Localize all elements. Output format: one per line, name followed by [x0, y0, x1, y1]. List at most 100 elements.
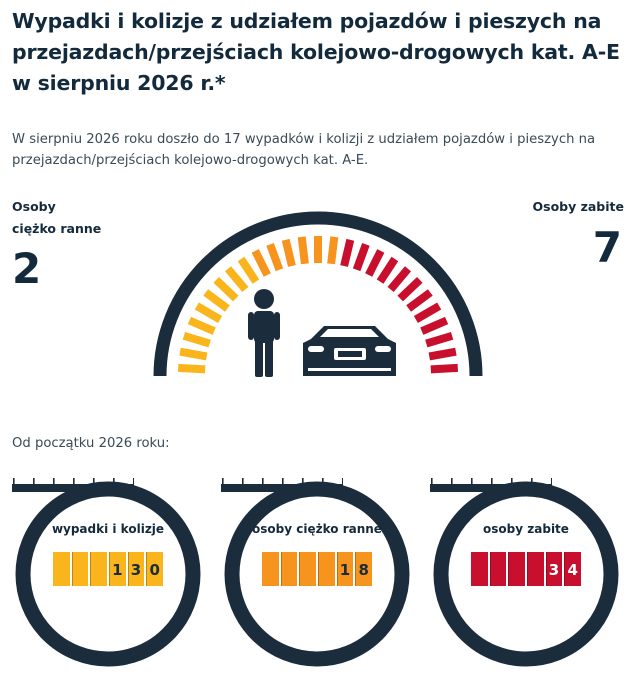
ruler-tick [83, 484, 85, 490]
ruler-tick [451, 478, 453, 486]
intro-text: W sierpniu 2026 roku doszło do 17 wypadk… [12, 132, 596, 168]
ruler-tick [133, 478, 134, 486]
ruler-tick [506, 484, 508, 490]
gauge-tick [397, 276, 423, 302]
gauge-tick [179, 347, 208, 361]
ruler-tick [247, 484, 249, 490]
ruler-tick [262, 478, 264, 486]
odometer-digits: 1 3 0 [53, 552, 164, 586]
ruler-base [12, 484, 134, 492]
ruler-tick [332, 484, 334, 490]
gauge-tick [413, 302, 442, 323]
ruler-tick [237, 484, 239, 490]
since-year-label: Od początku 2026 roku: [12, 436, 170, 451]
ruler-tick [222, 478, 224, 486]
ruler-tick [227, 484, 229, 490]
ruler-tick [456, 484, 458, 490]
ruler-tick [232, 484, 234, 490]
ruler-tick [287, 484, 289, 490]
ruler-tick [436, 484, 438, 490]
gauge-zone-gap [242, 247, 265, 283]
ruler-tick [267, 484, 269, 490]
ruler-tick [516, 484, 518, 490]
ruler-tick [476, 484, 478, 490]
ruler-tick [73, 478, 75, 486]
ruler-tick [48, 484, 50, 490]
counter-label: wypadki i kolizje [51, 522, 165, 536]
ruler-base [221, 484, 343, 492]
gauge-tick [266, 243, 284, 272]
pedestrian-icon [248, 289, 280, 377]
ruler-tick [257, 484, 259, 490]
ruler-tick [461, 484, 463, 490]
gauge-tick [194, 302, 223, 323]
gauge-tick [425, 331, 454, 348]
digit [299, 552, 317, 586]
digit: 1 [109, 552, 126, 586]
digit [262, 552, 279, 586]
digit [318, 552, 335, 586]
gauge-tick [406, 289, 433, 312]
injured-label-line1: Osoby [12, 199, 56, 214]
ruler-tick [43, 484, 45, 490]
gauge-tick [281, 238, 296, 267]
counter-injured: osoby ciężko ranne 1 8 [221, 478, 413, 670]
digit [280, 552, 298, 586]
ruler-tick [108, 484, 110, 490]
ruler-tick [541, 484, 543, 490]
gauge-tick [420, 316, 449, 335]
ruler-tick [481, 484, 483, 490]
ruler-tick [322, 478, 324, 486]
ruler-tick [431, 478, 433, 486]
ruler-tick [546, 484, 548, 490]
injured-label: Osoby ciężko ranne [12, 196, 122, 240]
digit: 1 [336, 552, 354, 586]
ruler-tick [496, 484, 498, 490]
ruler-tick [551, 478, 552, 486]
digit [508, 552, 526, 586]
ruler-tick [28, 484, 30, 490]
ruler-tick [58, 484, 60, 490]
ruler-tick [536, 484, 538, 490]
ruler-tick [521, 484, 523, 490]
gauge-zone-gap [335, 229, 346, 269]
ruler-tick [312, 484, 314, 490]
digit: 0 [146, 552, 164, 586]
digit: 4 [564, 552, 582, 586]
ruler-tick [282, 478, 284, 486]
ruler-tick [441, 484, 443, 490]
ruler-tick [337, 484, 339, 490]
gauge-tick [365, 249, 385, 277]
ruler-tick [511, 478, 513, 486]
ruler-tick [292, 484, 294, 490]
digit [471, 552, 488, 586]
digit [71, 552, 89, 586]
gauge-tick [213, 276, 239, 302]
digit [489, 552, 507, 586]
ruler-tick [466, 484, 468, 490]
ruler-tick [63, 484, 65, 490]
odometer-digits: 3 4 [471, 552, 582, 586]
gauge-tick [430, 363, 459, 374]
ruler-tick [23, 484, 25, 490]
severity-gauge [153, 211, 483, 377]
digit [527, 552, 544, 586]
ruler-tick [252, 484, 254, 490]
ruler-tick [531, 478, 533, 486]
injured-value: 2 [12, 244, 42, 293]
ruler-tick [297, 484, 299, 490]
ruler-tick [277, 484, 279, 490]
gauge-tick [340, 238, 355, 267]
ruler-tick [38, 484, 40, 490]
gauge-tick [376, 256, 399, 284]
gauge-tick [327, 236, 339, 265]
gauge-tick [237, 256, 260, 284]
gauge-tick [177, 363, 206, 374]
digit: 3 [545, 552, 563, 586]
ruler-tick [113, 478, 115, 486]
ruler-tick [118, 484, 120, 490]
ruler-tick [33, 478, 35, 486]
car-icon [303, 326, 396, 376]
ruler-tick [486, 484, 488, 490]
gauge-frame [153, 211, 483, 377]
